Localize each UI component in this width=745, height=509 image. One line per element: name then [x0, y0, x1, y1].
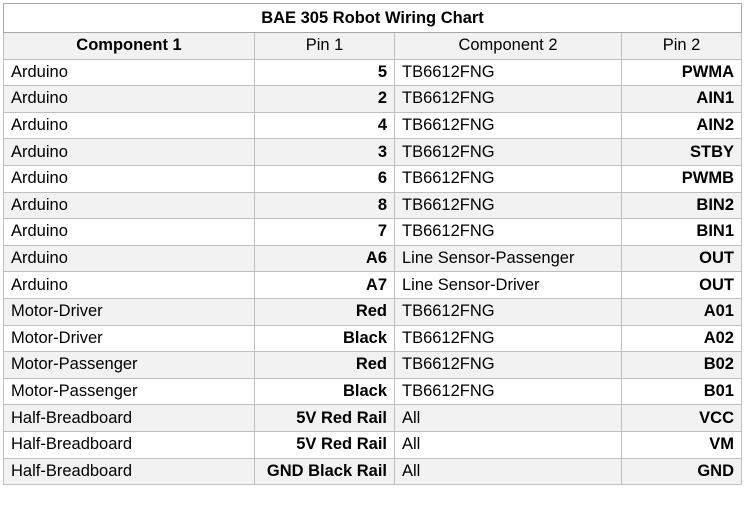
cell-component-1: Arduino — [3, 191, 255, 220]
cell-component-1: Arduino — [3, 244, 255, 273]
table-row: Arduino 6 TB6612FNG PWMB — [3, 164, 742, 193]
cell-pin-1: Black — [254, 377, 395, 406]
cell-component-2: TB6612FNG — [394, 58, 622, 87]
table-row: Arduino A7 Line Sensor-Driver OUT — [3, 271, 742, 299]
header-pin-2: Pin 2 — [621, 32, 742, 60]
cell-component-2: TB6612FNG — [394, 377, 622, 406]
table-row: Motor-Passenger Red TB6612FNG B02 — [3, 351, 742, 379]
cell-pin-2: PWMB — [621, 164, 742, 193]
cell-component-2: All — [394, 430, 622, 459]
cell-pin-2: B01 — [621, 377, 742, 406]
table-row: Motor-Passenger Black TB6612FNG B01 — [3, 377, 742, 406]
cell-component-1: Half-Breadboard — [3, 457, 255, 486]
table-row: Arduino A6 Line Sensor-Passenger OUT — [3, 244, 742, 273]
cell-pin-2: PWMA — [621, 58, 742, 87]
cell-pin-1: 3 — [254, 138, 395, 166]
table-row: Arduino 8 TB6612FNG BIN2 — [3, 191, 742, 220]
cell-pin-2: AIN1 — [621, 85, 742, 113]
table-row: Half-Breadboard 5V Red Rail All VM — [3, 430, 742, 459]
wiring-chart-sheet: BAE 305 Robot Wiring Chart Component 1 P… — [3, 3, 742, 486]
cell-component-2: Line Sensor-Driver — [394, 271, 622, 299]
cell-pin-1: Red — [254, 297, 395, 326]
cell-pin-2: OUT — [621, 244, 742, 273]
header-pin-1: Pin 1 — [254, 32, 395, 60]
cell-component-2: All — [394, 457, 622, 486]
cell-component-1: Arduino — [3, 218, 255, 246]
table-row: Motor-Driver Black TB6612FNG A02 — [3, 324, 742, 353]
table-row: Arduino 5 TB6612FNG PWMA — [3, 58, 742, 87]
cell-pin-2: GND — [621, 457, 742, 486]
cell-component-1: Arduino — [3, 85, 255, 113]
cell-pin-2: AIN2 — [621, 111, 742, 140]
cell-component-1: Arduino — [3, 138, 255, 166]
header-row: Component 1 Pin 1 Component 2 Pin 2 — [3, 32, 742, 60]
cell-component-2: TB6612FNG — [394, 351, 622, 379]
cell-component-1: Motor-Passenger — [3, 377, 255, 406]
cell-pin-1: 7 — [254, 218, 395, 246]
cell-pin-2: VM — [621, 430, 742, 459]
table-row: Half-Breadboard 5V Red Rail All VCC — [3, 404, 742, 432]
cell-component-2: TB6612FNG — [394, 164, 622, 193]
cell-pin-2: B02 — [621, 351, 742, 379]
table-row: Arduino 7 TB6612FNG BIN1 — [3, 218, 742, 246]
cell-pin-1: 5 — [254, 58, 395, 87]
cell-component-2: TB6612FNG — [394, 297, 622, 326]
cell-pin-1: 8 — [254, 191, 395, 220]
cell-component-2: TB6612FNG — [394, 138, 622, 166]
cell-pin-2: BIN1 — [621, 218, 742, 246]
cell-pin-1: 6 — [254, 164, 395, 193]
title-row: BAE 305 Robot Wiring Chart — [3, 3, 742, 33]
cell-pin-1: 4 — [254, 111, 395, 140]
cell-component-1: Arduino — [3, 164, 255, 193]
cell-component-2: Line Sensor-Passenger — [394, 244, 622, 273]
cell-pin-1: 5V Red Rail — [254, 430, 395, 459]
cell-pin-1: 2 — [254, 85, 395, 113]
header-component-2: Component 2 — [394, 32, 622, 60]
table-row: Half-Breadboard GND Black Rail All GND — [3, 457, 742, 486]
cell-pin-2: BIN2 — [621, 191, 742, 220]
cell-component-1: Arduino — [3, 58, 255, 87]
header-component-1: Component 1 — [3, 32, 255, 60]
table-row: Arduino 2 TB6612FNG AIN1 — [3, 85, 742, 113]
cell-pin-2: STBY — [621, 138, 742, 166]
cell-pin-1: A7 — [254, 271, 395, 299]
cell-component-2: TB6612FNG — [394, 111, 622, 140]
table-row: Arduino 4 TB6612FNG AIN2 — [3, 111, 742, 140]
cell-component-2: TB6612FNG — [394, 85, 622, 113]
cell-component-2: TB6612FNG — [394, 324, 622, 353]
cell-component-1: Motor-Driver — [3, 297, 255, 326]
cell-pin-2: A01 — [621, 297, 742, 326]
cell-component-1: Half-Breadboard — [3, 404, 255, 432]
cell-pin-2: A02 — [621, 324, 742, 353]
cell-component-2: TB6612FNG — [394, 191, 622, 220]
cell-component-1: Motor-Passenger — [3, 351, 255, 379]
table-row: Arduino 3 TB6612FNG STBY — [3, 138, 742, 166]
cell-component-1: Arduino — [3, 111, 255, 140]
cell-component-1: Motor-Driver — [3, 324, 255, 353]
cell-pin-1: GND Black Rail — [254, 457, 395, 486]
cell-pin-1: Black — [254, 324, 395, 353]
cell-pin-1: A6 — [254, 244, 395, 273]
chart-title: BAE 305 Robot Wiring Chart — [3, 3, 742, 33]
cell-pin-1: 5V Red Rail — [254, 404, 395, 432]
table-body: Arduino 5 TB6612FNG PWMA Arduino 2 TB6612FNG AI… — [3, 58, 742, 486]
cell-pin-1: Red — [254, 351, 395, 379]
cell-component-1: Half-Breadboard — [3, 430, 255, 459]
table-row: Motor-Driver Red TB6612FNG A01 — [3, 297, 742, 326]
wiring-table: BAE 305 Robot Wiring Chart Component 1 P… — [3, 3, 742, 486]
cell-component-1: Arduino — [3, 271, 255, 299]
cell-component-2: All — [394, 404, 622, 432]
cell-pin-2: VCC — [621, 404, 742, 432]
cell-pin-2: OUT — [621, 271, 742, 299]
cell-component-2: TB6612FNG — [394, 218, 622, 246]
